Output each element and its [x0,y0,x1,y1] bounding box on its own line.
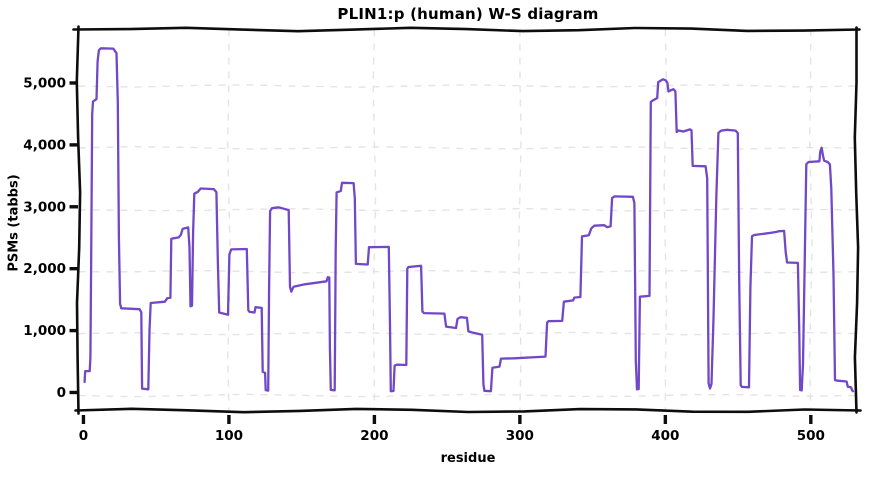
y-tick-label: 5,000 [23,75,66,91]
x-tick-label: 0 [79,428,88,444]
y-tick-label: 3,000 [23,199,66,215]
gridline-horizontal [78,145,857,150]
gridline-horizontal [78,84,857,88]
y-tick-label: 2,000 [23,261,66,277]
x-tick-label: 200 [360,428,388,444]
x-tick-label: 500 [797,428,825,444]
axis-border [853,26,860,414]
chart-title: PLIN1:p (human) W-S diagram [337,5,599,23]
gridline-vertical [663,29,668,411]
axis-border [72,26,861,33]
data-line-psms [83,47,855,393]
x-axis-label: residue [440,451,496,466]
y-tick-label: 4,000 [23,137,66,153]
x-tick-label: 100 [215,428,243,444]
axis-border [75,25,82,415]
y-tick-label: 1,000 [23,323,66,339]
gridline-horizontal [78,269,857,274]
gridline-vertical [226,29,231,411]
gridline-vertical [517,29,522,411]
gridline-horizontal [78,393,857,398]
gridline-horizontal [78,331,857,336]
x-tick-label: 400 [651,428,679,444]
x-tick-label: 300 [506,428,534,444]
gridline-horizontal [78,207,857,212]
y-tick-label: 0 [57,385,66,401]
axis-border [74,407,862,414]
